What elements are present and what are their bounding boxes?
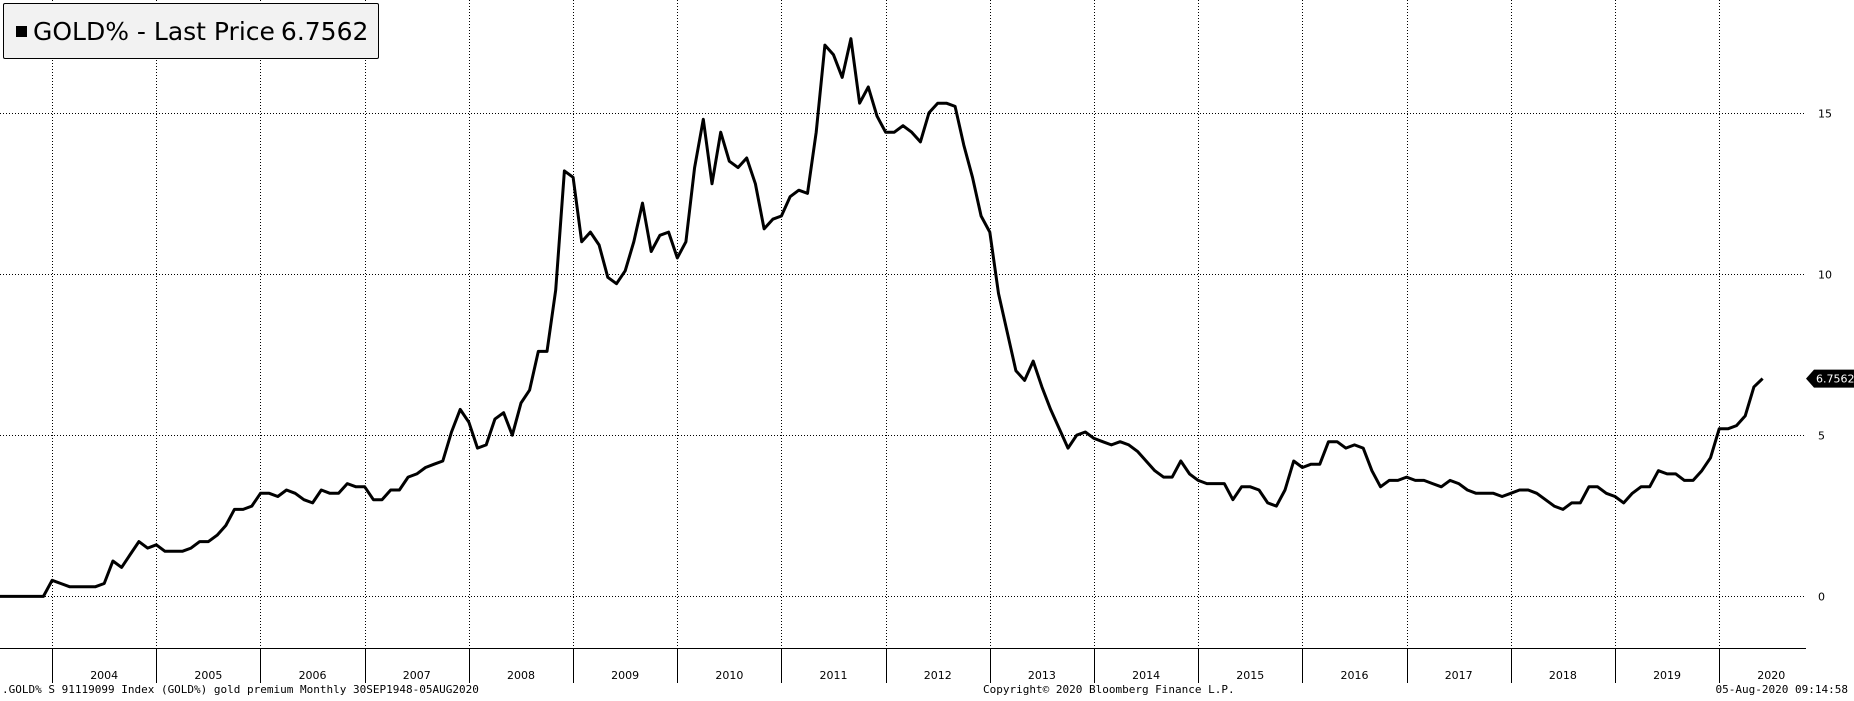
legend-last-value: 6.7562 xyxy=(280,16,369,46)
footer-timestamp: 05-Aug-2020 09:14:58 xyxy=(1715,683,1848,696)
x-tick-label: 2015 xyxy=(1236,669,1264,682)
y-tick-label: 15 xyxy=(1818,108,1832,121)
y-tick-label: 10 xyxy=(1818,269,1832,282)
x-tick-label: 2008 xyxy=(507,669,535,682)
footer-copyright: Copyright© 2020 Bloomberg Finance L.P. xyxy=(983,683,1235,696)
legend-series-label: GOLD% - Last Price xyxy=(33,16,275,46)
gridlines xyxy=(0,0,1806,648)
x-tick-label: 2016 xyxy=(1341,669,1369,682)
x-tick-label: 2009 xyxy=(611,669,639,682)
last-price-label: 6.7562 xyxy=(1816,373,1854,386)
footer-security-description: .GOLD% S 91119099 Index (GOLD%) gold pre… xyxy=(2,683,479,696)
series-layer xyxy=(0,37,1764,598)
x-tick-label: 2020 xyxy=(1757,669,1785,682)
x-tick-label: 2017 xyxy=(1445,669,1473,682)
x-tick-label: 2010 xyxy=(715,669,743,682)
x-tick-label: 2007 xyxy=(403,669,431,682)
x-tick-label: 2004 xyxy=(90,669,118,682)
series-line-gold-premium xyxy=(0,37,1764,598)
y-tick-label: 0 xyxy=(1818,591,1825,604)
last-price-marker: 6.7562 xyxy=(1806,369,1854,388)
x-tick-label: 2014 xyxy=(1132,669,1160,682)
last-price-tag xyxy=(1806,369,1854,388)
x-tick-label: 2005 xyxy=(194,669,222,682)
x-tick-label: 2013 xyxy=(1028,669,1056,682)
y-axis: 0 5 10 15 xyxy=(1818,108,1832,604)
x-tick-label: 2019 xyxy=(1653,669,1681,682)
legend-swatch xyxy=(16,25,27,37)
x-axis: 2004 2005 2006 2007 2008 2009 2010 2011 2012 2013… xyxy=(0,648,1806,683)
x-tick-label: 2012 xyxy=(924,669,952,682)
x-tick-label: 2018 xyxy=(1549,669,1577,682)
legend: GOLD% - Last Price 6.7562 xyxy=(3,3,379,59)
y-tick-label: 5 xyxy=(1818,430,1825,443)
x-tick-label: 2006 xyxy=(299,669,327,682)
x-tick-label: 2011 xyxy=(820,669,848,682)
